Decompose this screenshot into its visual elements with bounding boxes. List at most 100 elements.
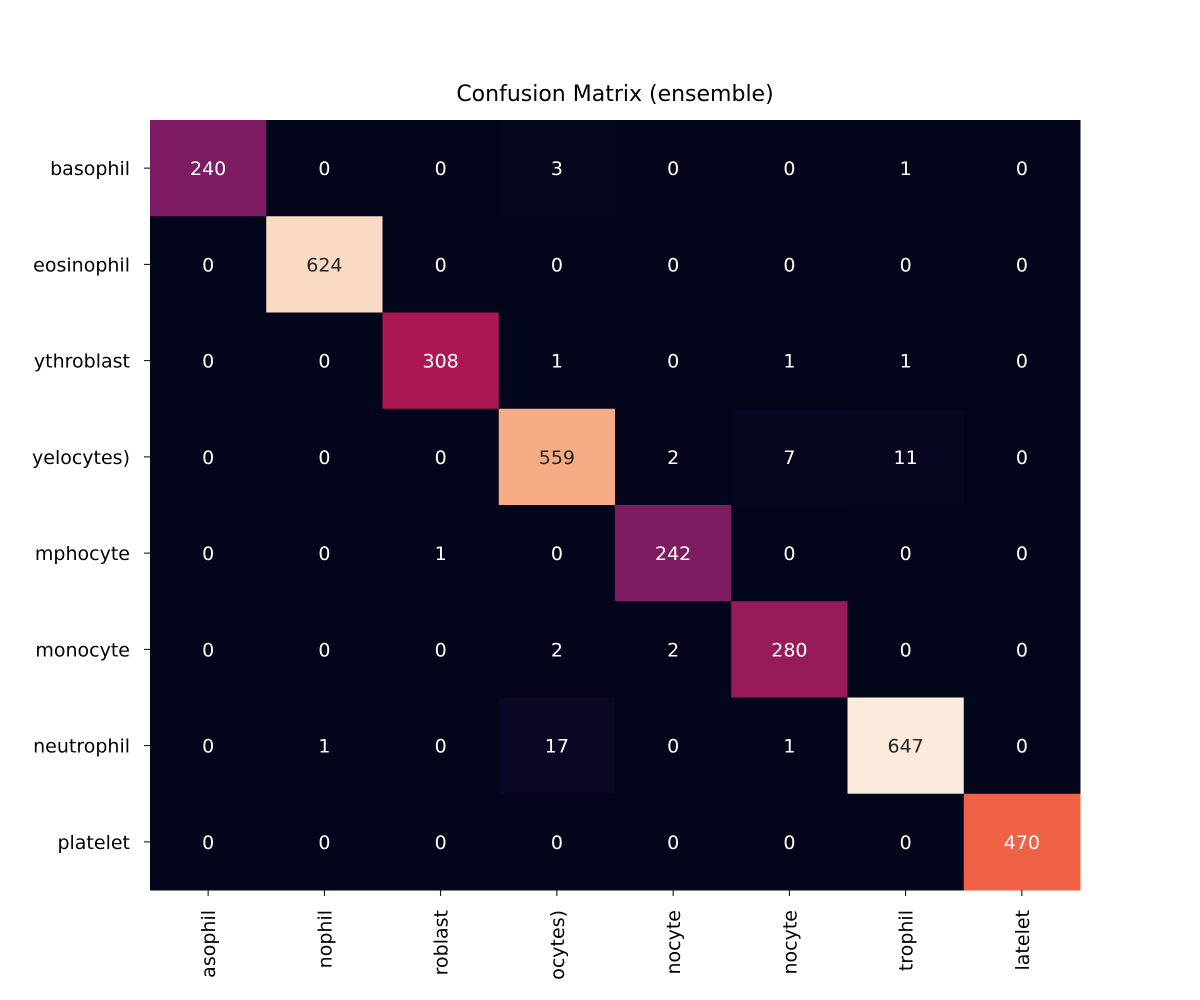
- cell-value-label: 624: [306, 254, 342, 276]
- cell-value-label: 0: [1016, 254, 1028, 276]
- cell-value-label: 1: [783, 736, 795, 758]
- y-tick-label: ythroblast: [34, 351, 130, 373]
- heatmap-cell-r0-c6: [847, 120, 965, 217]
- cell-value-label: 470: [1004, 832, 1040, 854]
- cell-value-label: 0: [1016, 543, 1028, 565]
- heatmap-cell-r5-c4: [615, 601, 732, 698]
- heatmap-cell-r6-c1: [266, 697, 383, 795]
- heatmap-cell-r3-c7: [963, 408, 1081, 506]
- heatmap-cell-r6-c3: [498, 697, 616, 795]
- heatmap-cell-r1-c7: [963, 216, 1081, 313]
- heatmap-cell-r5-c6: [847, 601, 965, 698]
- cell-value-label: 2: [667, 447, 679, 469]
- heatmap-cell-r4-c6: [847, 505, 965, 602]
- heatmap-cell-r6-c4: [615, 697, 732, 795]
- cell-value-label: 0: [667, 736, 679, 758]
- heatmap-cell-r3-c5: [731, 408, 848, 506]
- y-tick-label: monocyte: [35, 639, 130, 661]
- heatmap-cell-r6-c2: [382, 697, 500, 795]
- cell-value-label: 1: [900, 351, 912, 373]
- heatmap-cell-r0-c1: [266, 120, 383, 217]
- cell-value-label: 1: [318, 736, 330, 758]
- heatmap-cell-r4-c7: [963, 505, 1081, 602]
- heatmap-cell-r0-c7: [963, 120, 1081, 217]
- heatmap-cell-r7-c4: [615, 793, 732, 891]
- cell-value-label: 0: [900, 639, 912, 661]
- heatmap-cell-r0-c4: [615, 120, 732, 217]
- cell-value-label: 0: [435, 736, 447, 758]
- cell-value-label: 0: [667, 832, 679, 854]
- heatmap-cell-r5-c7: [963, 601, 1081, 698]
- cell-value-label: 2: [667, 639, 679, 661]
- cell-value-label: 0: [783, 158, 795, 180]
- cell-value-label: 0: [900, 543, 912, 565]
- heatmap-cell-r4-c4: [615, 505, 732, 602]
- heatmap-cell-r0-c2: [382, 120, 500, 217]
- heatmap-cell-r1-c1: [266, 216, 383, 313]
- heatmap-cell-r3-c6: [847, 408, 965, 506]
- x-tick-label: asophil: [198, 910, 220, 978]
- x-tick-label: roblast: [431, 910, 453, 975]
- cell-value-label: 2: [551, 639, 563, 661]
- heatmap-cell-r3-c4: [615, 408, 732, 506]
- cell-value-label: 0: [318, 832, 330, 854]
- heatmap-cell-r2-c4: [615, 312, 732, 410]
- cell-value-label: 0: [318, 351, 330, 373]
- cell-value-label: 0: [783, 832, 795, 854]
- cell-value-label: 0: [318, 447, 330, 469]
- heatmap-cell-r0-c0: [150, 120, 267, 217]
- heatmap-cell-r6-c5: [731, 697, 848, 795]
- cell-value-label: 0: [318, 639, 330, 661]
- cell-value-label: 240: [190, 158, 226, 180]
- heatmap-cell-r0-c3: [498, 120, 616, 217]
- cell-value-label: 0: [202, 736, 214, 758]
- heatmap-cell-r1-c3: [498, 216, 616, 313]
- heatmap-cell-r7-c0: [150, 793, 267, 891]
- heatmap-cell-r7-c7: [963, 793, 1081, 891]
- heatmap-cell-r1-c6: [847, 216, 965, 313]
- cell-value-label: 0: [667, 351, 679, 373]
- cell-value-label: 0: [318, 543, 330, 565]
- cell-value-label: 17: [545, 736, 569, 758]
- cell-value-label: 0: [667, 158, 679, 180]
- y-tick-label: neutrophil: [33, 736, 130, 758]
- cell-value-label: 647: [887, 736, 923, 758]
- cell-value-label: 0: [435, 832, 447, 854]
- cell-value-label: 7: [783, 447, 795, 469]
- cell-value-label: 0: [783, 254, 795, 276]
- cell-value-label: 11: [894, 447, 918, 469]
- cell-value-label: 308: [422, 351, 458, 373]
- x-axis: asophil nophil roblast ocytes) nocyte nocyte t…: [198, 890, 1034, 980]
- y-tick-label: basophil: [50, 158, 130, 180]
- heatmap-cell-r1-c2: [382, 216, 500, 313]
- cell-value-label: 1: [783, 351, 795, 373]
- cell-value-label: 1: [551, 351, 563, 373]
- cell-value-label: 0: [435, 254, 447, 276]
- cell-value-label: 0: [202, 832, 214, 854]
- cell-value-label: 0: [435, 639, 447, 661]
- x-tick-label: trophil: [896, 910, 918, 971]
- heatmap-cell-r4-c1: [266, 505, 383, 602]
- y-tick-label: yelocytes): [32, 447, 130, 469]
- heatmap-cell-r2-c7: [963, 312, 1081, 410]
- heatmap-cell-r7-c2: [382, 793, 500, 891]
- heatmap-cell-r6-c6: [847, 697, 965, 795]
- heatmap-cell-r5-c1: [266, 601, 383, 698]
- cell-value-label: 559: [539, 447, 575, 469]
- cell-value-label: 0: [900, 832, 912, 854]
- heatmap-cell-r3-c1: [266, 408, 383, 506]
- x-tick-label: nocyte: [779, 910, 801, 975]
- cell-value-label: 0: [202, 639, 214, 661]
- cell-value-label: 0: [900, 254, 912, 276]
- heatmap-cell-r0-c5: [731, 120, 848, 217]
- heatmap-cell-r7-c6: [847, 793, 965, 891]
- heatmap-cell-r7-c3: [498, 793, 616, 891]
- cell-value-label: 280: [771, 639, 807, 661]
- heatmap-cell-r3-c3: [498, 408, 616, 506]
- heatmap-cell-r1-c0: [150, 216, 267, 313]
- x-tick-label: nophil: [314, 910, 336, 968]
- y-axis: basophil eosinophil ythroblast yelocytes) mp…: [32, 158, 150, 854]
- heatmap-cell-r2-c6: [847, 312, 965, 410]
- y-tick-label: mphocyte: [35, 543, 130, 565]
